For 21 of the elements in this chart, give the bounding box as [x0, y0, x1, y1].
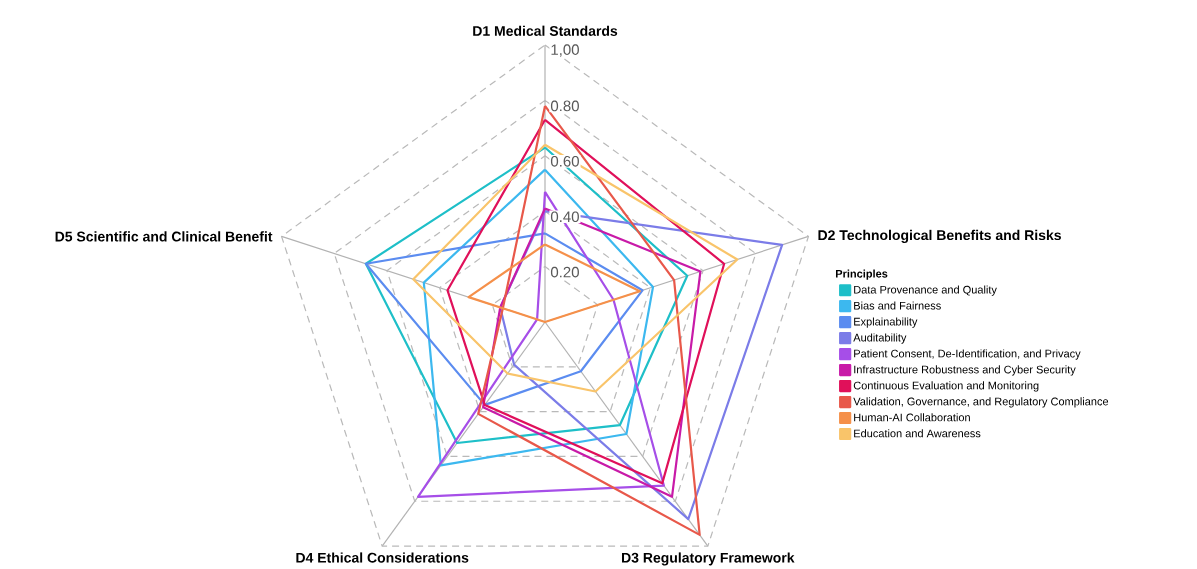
legend-label: Infrastructure Robustness and Cyber Security [854, 365, 1076, 376]
spoke-label: D5 Scientific and Clinical Benefit [55, 231, 273, 242]
legend-title: Principles [835, 269, 888, 280]
y-tick-label: 0.60 [550, 156, 579, 167]
legend-label: Patient Consent, De-Identification, and Privacy [854, 349, 1081, 360]
spoke-label: D1 Medical Standards [473, 25, 618, 36]
y-tick-label: 1,00 [551, 44, 579, 57]
legend-label: Continuous Evaluation and Monitoring [853, 381, 1039, 392]
legend-label: Data Provenance and Quality [854, 285, 997, 296]
legend-label: Explainability [854, 317, 918, 328]
legend-label: Bias and Fairness [854, 301, 941, 310]
y-tick-label: 0.40 [550, 211, 579, 223]
spoke-label: D2 Technological Benefits and Risks [818, 229, 1061, 243]
legend-label: Validation, Governance, and Regulatory Compliance [853, 397, 1109, 408]
y-tick-label: 0.80 [550, 100, 579, 112]
spoke-label: D3 Regulatory Framework [622, 552, 795, 566]
legend-label: Auditability [853, 333, 907, 344]
spoke-label: D4 Ethical Considerations [296, 552, 469, 563]
y-tick-label: 0.20 [550, 266, 579, 278]
legend-label: Education and Awareness [854, 429, 981, 438]
legend-label: Human-AI Collaboration [854, 413, 970, 422]
